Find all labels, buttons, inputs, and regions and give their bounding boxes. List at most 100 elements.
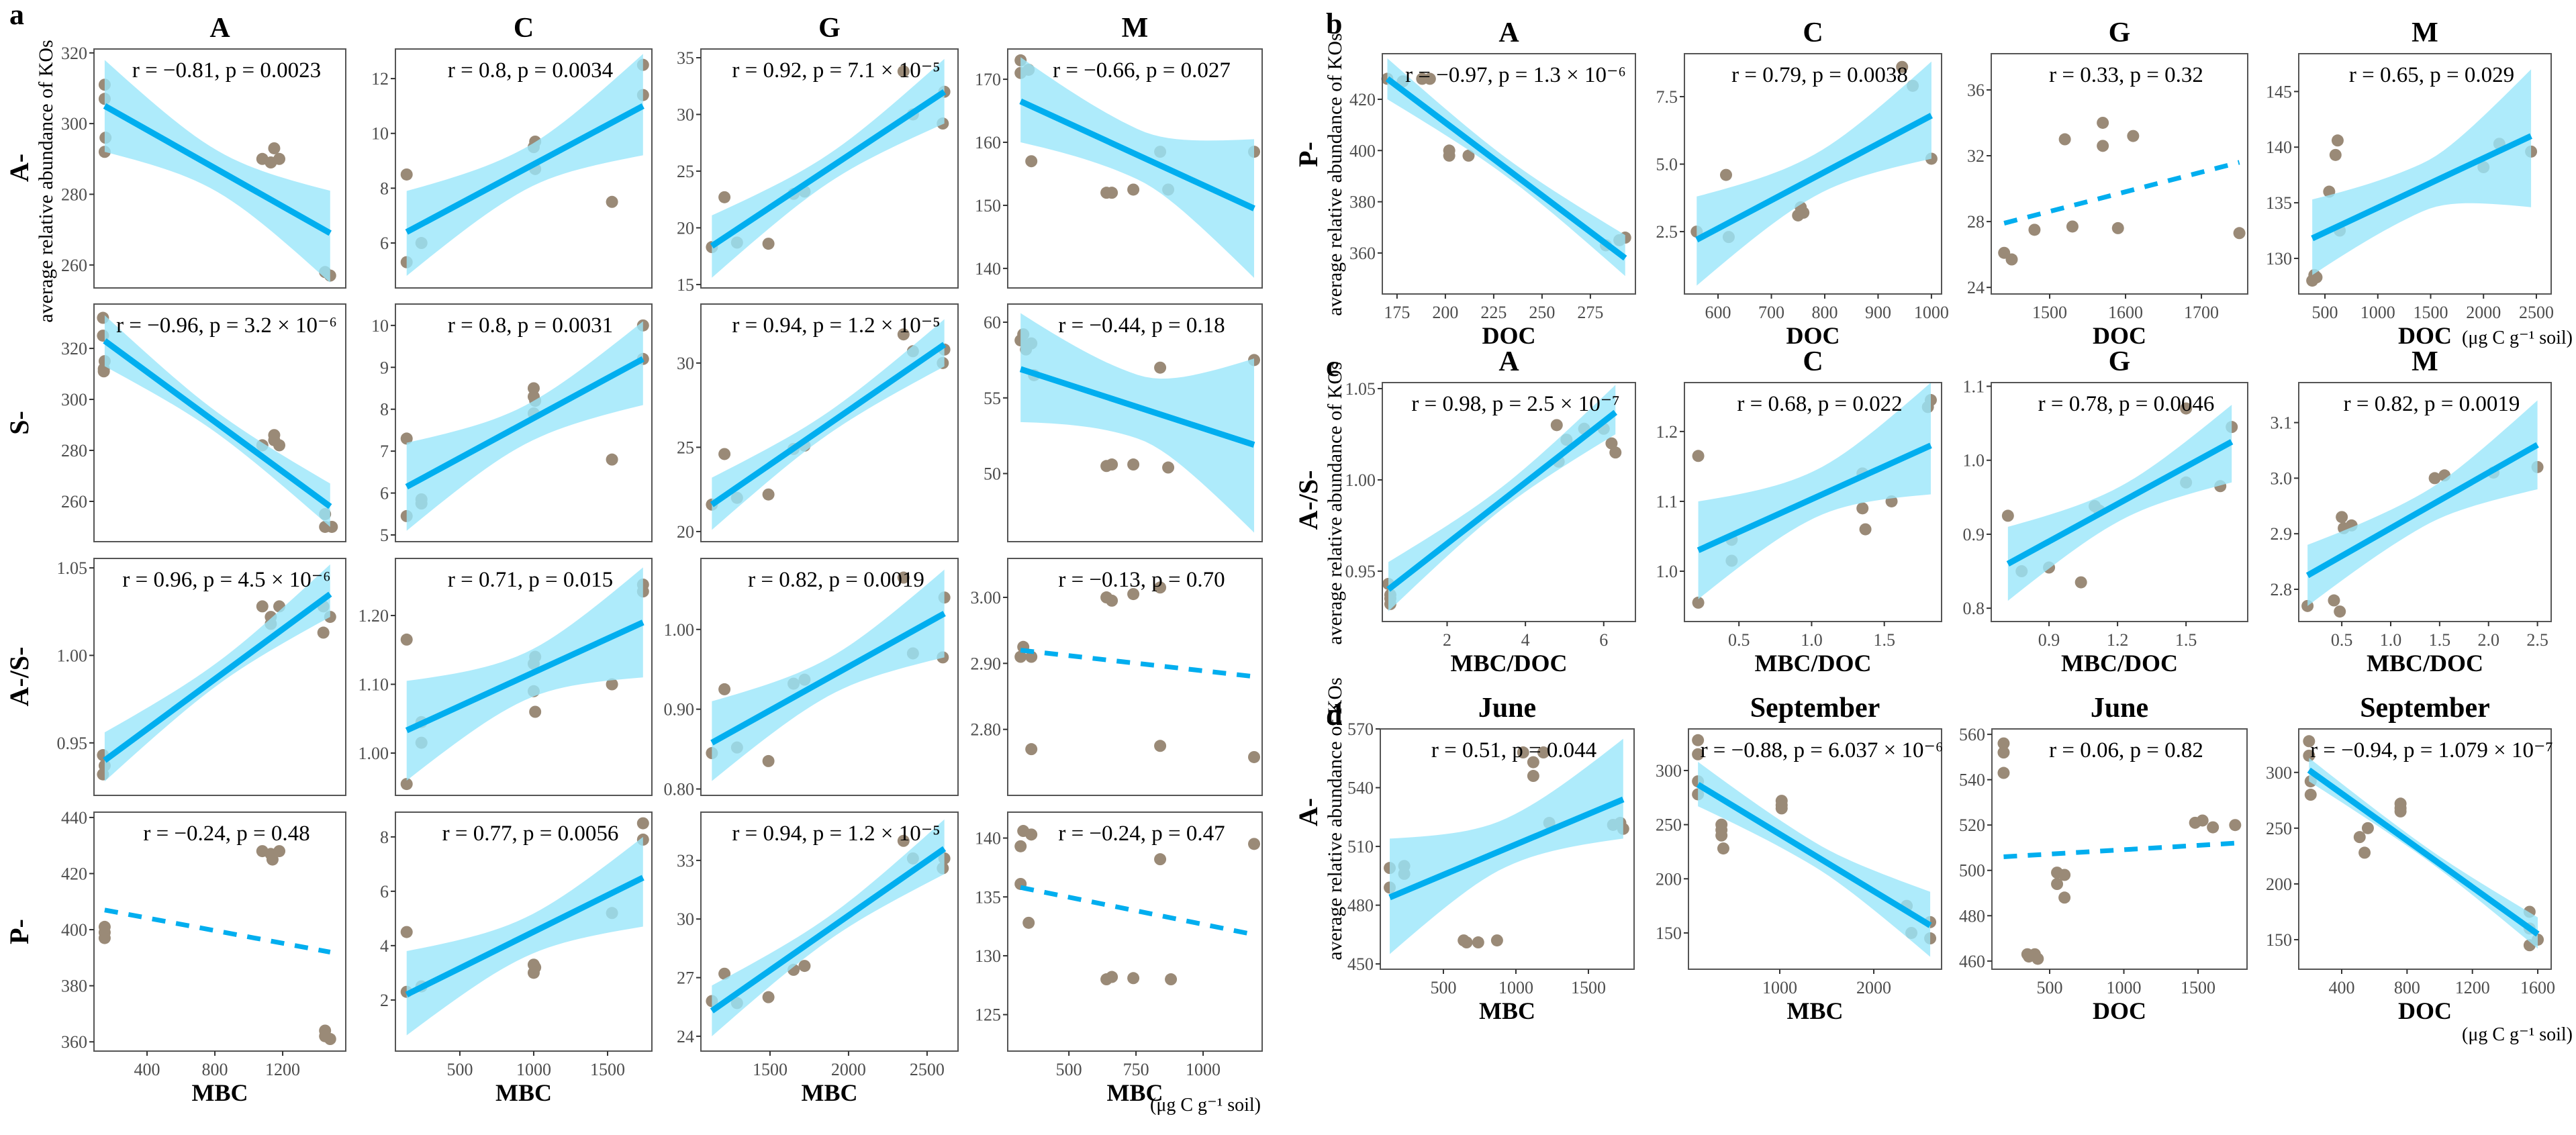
- y-tick-label: 0.90: [664, 700, 695, 720]
- y-tick-label: 25: [677, 438, 694, 457]
- panel-title: M: [2412, 346, 2438, 377]
- scatter-panel: 450 480 510 540 570 500 1000 1500 r = 0.51, p = …: [1347, 693, 1635, 1024]
- plot-frame: [700, 303, 959, 542]
- x-tick-label: 2: [1443, 630, 1451, 650]
- y-tick-label: 32: [1967, 146, 1985, 166]
- plot-frame: [395, 811, 653, 1052]
- unit-label-d: (μg C g⁻¹ soil): [2462, 1024, 2573, 1045]
- data-point: [606, 678, 618, 691]
- confidence-band: [1020, 313, 1255, 533]
- data-point: [527, 967, 540, 979]
- regression-line: [1696, 782, 1932, 928]
- data-point: [897, 328, 910, 341]
- y-tick-label: 420: [61, 865, 87, 884]
- plot-frame: [1991, 382, 2248, 622]
- y-tick-label: 140: [975, 829, 1001, 848]
- data-point: [1692, 596, 1705, 609]
- scatter-panel: 0.95 1.00 1.05 2 4 6 r = 0.98, p = 2.5 × 10⁻⁷ A…: [1345, 346, 1636, 677]
- plot-area: [1992, 729, 2247, 969]
- y-tick-label: 130: [2266, 249, 2292, 268]
- confidence-band: [2312, 69, 2532, 275]
- y-tick-label: 1.2: [1656, 422, 1678, 442]
- data-point: [2358, 846, 2371, 859]
- correlation-annotation: r = 0.78, p = 0.0046: [2038, 392, 2215, 416]
- data-point: [1127, 458, 1140, 471]
- regression-line: [710, 342, 947, 507]
- data-point: [317, 626, 330, 639]
- data-point: [897, 571, 910, 584]
- x-axis-label: MBC: [802, 1079, 858, 1106]
- scatter-panel: 2.8 2.9 3.0 3.1 0.5 1.0 1.5 2.0 2.5 r = 0.82, p =…: [2271, 346, 2552, 677]
- data-point: [1460, 936, 1473, 949]
- x-tick-label: 1.0: [2380, 630, 2402, 650]
- y-tick-label: 1.05: [1345, 379, 1376, 399]
- x-tick-label: 2000: [831, 1060, 866, 1079]
- regression-line: [2307, 767, 2540, 937]
- y-tick-label: 150: [1656, 924, 1682, 943]
- row-label-d: A-: [1293, 798, 1323, 826]
- correlation-annotation: r = 0.65, p = 0.029: [2349, 63, 2514, 87]
- scatter-panel: 2 4 6 8 500 1000 1500 r = 0.77, p = 0.0056 MBC: [380, 811, 653, 1106]
- x-tick-label: 2000: [1856, 978, 1891, 997]
- y-tick-label: 560: [1959, 725, 1985, 744]
- regression-line: [1019, 98, 1255, 211]
- data-point: [1896, 60, 1909, 73]
- scatter-panel: 0.80 0.90 1.00 r = 0.82, p = 0.0019: [664, 558, 959, 799]
- y-tick-label: 280: [61, 185, 87, 204]
- x-tick-label: 1.0: [1801, 630, 1823, 650]
- x-tick-label: 250: [1529, 303, 1555, 322]
- regression-line: [710, 611, 946, 746]
- data-point: [324, 1033, 336, 1046]
- y-tick-label: 36: [1967, 81, 1985, 100]
- data-point: [2303, 735, 2316, 748]
- data-point: [1127, 972, 1140, 985]
- y-tick-label: 4: [380, 936, 389, 956]
- x-tick-label: 400: [2329, 978, 2355, 997]
- panel-letter-c: c: [1326, 350, 1339, 383]
- scatter-panel: 2.80 2.90 3.00 r = −0.13, p = 0.70: [971, 558, 1263, 796]
- x-tick-label: 1200: [265, 1060, 300, 1079]
- data-point: [400, 926, 413, 938]
- x-tick-label: 6: [1599, 630, 1608, 650]
- y-tick-label: 35: [677, 48, 694, 68]
- x-tick-label: 0.5: [1728, 630, 1750, 650]
- y-tick-label: 500: [1959, 861, 1985, 881]
- x-tick-label: 500: [2312, 303, 2338, 322]
- y-tick-label: 6: [380, 234, 389, 253]
- data-point: [527, 382, 540, 395]
- regression-line: [710, 89, 947, 249]
- correlation-annotation: r = −0.24, p = 0.47: [1058, 822, 1225, 846]
- y-tick-label: 150: [2266, 930, 2292, 950]
- x-tick-label: 800: [1811, 303, 1838, 322]
- y-tick-label: 200: [1656, 869, 1682, 889]
- x-axis-label: MBC: [1787, 997, 1844, 1024]
- y-tick-label: 510: [1347, 837, 1374, 856]
- scatter-panel: 150 200 250 300 400 800 1200 1600 r = −0.94, p =…: [2266, 693, 2555, 1024]
- scatter-panel: 140 150 160 170 r = −0.66, p = 0.027 M: [975, 13, 1263, 289]
- correlation-annotation: r = −0.81, p = 0.0023: [132, 58, 321, 83]
- data-point: [897, 65, 910, 78]
- data-point: [1527, 756, 1539, 769]
- scatter-panel: 1.00 1.10 1.20 r = 0.71, p = 0.015: [359, 558, 653, 796]
- data-point: [606, 195, 618, 208]
- data-point: [1715, 829, 1728, 842]
- data-point: [1537, 746, 1549, 759]
- y-tick-label: 140: [2266, 138, 2292, 157]
- y-tick-label: 3.0: [2271, 468, 2293, 488]
- x-tick-label: 4: [1521, 630, 1530, 650]
- plot-frame: [1382, 382, 1636, 622]
- data-point: [2097, 116, 2109, 129]
- y-tick-label: 260: [61, 492, 87, 511]
- plot-frame: [700, 558, 959, 796]
- data-point: [2097, 140, 2109, 152]
- data-point: [1162, 461, 1175, 474]
- y-tick-label: 380: [1349, 193, 1376, 212]
- y-tick-label: 12: [371, 69, 389, 89]
- y-tick-label: 125: [975, 1005, 1001, 1025]
- y-tick-label: 420: [1349, 90, 1376, 109]
- x-tick-label: 1.2: [2107, 630, 2129, 650]
- data-point: [2428, 472, 2441, 485]
- x-tick-label: 200: [1432, 303, 1458, 322]
- plot-frame: [1380, 728, 1635, 970]
- correlation-annotation: r = 0.94, p = 1.2 × 10⁻⁵: [732, 313, 940, 338]
